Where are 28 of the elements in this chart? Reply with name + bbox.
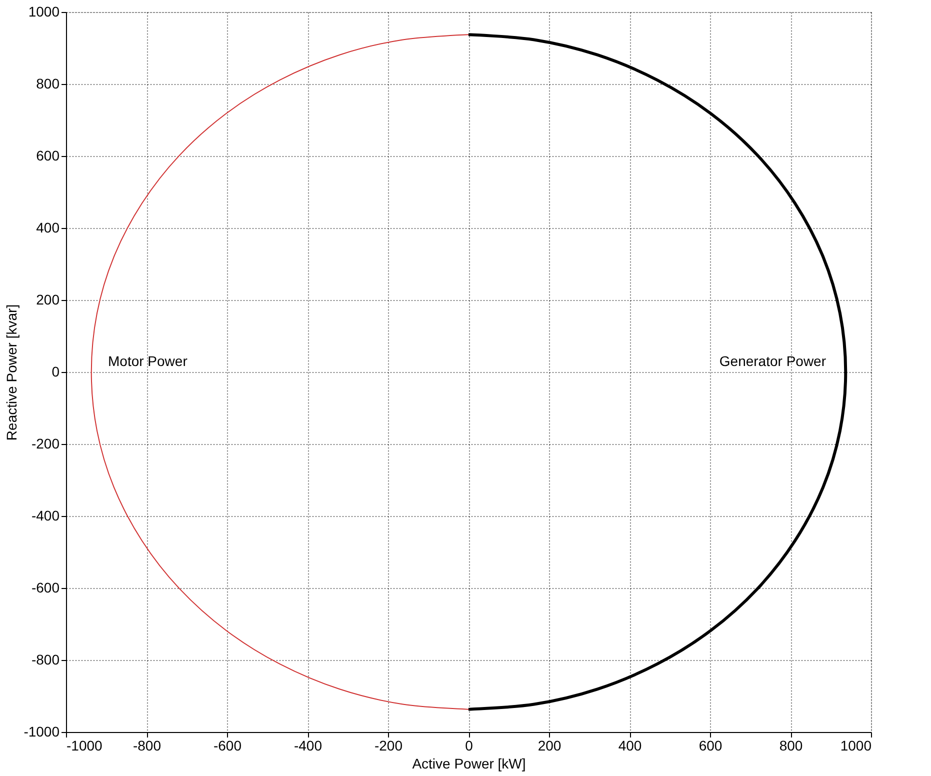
x-tick-label: 800 <box>779 738 803 754</box>
y-tick-label: 1000 <box>28 4 60 20</box>
x-tick-label: -200 <box>374 738 403 754</box>
line-series <box>90 34 469 710</box>
y-tick-label: -1000 <box>24 724 60 740</box>
y-tick-label: -800 <box>31 652 60 668</box>
y-tick-label: 800 <box>36 76 60 92</box>
x-tick-label: 400 <box>618 738 642 754</box>
annotation: Motor Power <box>108 353 188 369</box>
y-tick-label: 0 <box>52 364 60 380</box>
x-tick-label: -400 <box>294 738 322 754</box>
x-tick-label: 200 <box>538 738 562 754</box>
x-tick-label: -1000 <box>66 738 103 754</box>
y-tick-label: -400 <box>31 508 60 524</box>
y-tick-label: -600 <box>31 580 60 596</box>
y-tick-label: 400 <box>36 220 60 236</box>
x-tick-label: 1000 <box>840 738 872 754</box>
x-tick-label: -600 <box>213 738 242 754</box>
x-tick-label: 600 <box>698 738 722 754</box>
x-axis-title: Active Power [kW] <box>412 756 526 772</box>
x-tick-label: -800 <box>132 738 162 754</box>
line-series <box>467 33 848 711</box>
y-tick-label: -200 <box>31 436 60 452</box>
y-tick-label: 200 <box>36 292 60 308</box>
y-tick-label: 600 <box>36 148 60 164</box>
y-axis-title: Reactive Power [kvar] <box>4 304 20 441</box>
annotation: Generator Power <box>719 353 826 369</box>
x-tick-label: 0 <box>465 738 474 754</box>
